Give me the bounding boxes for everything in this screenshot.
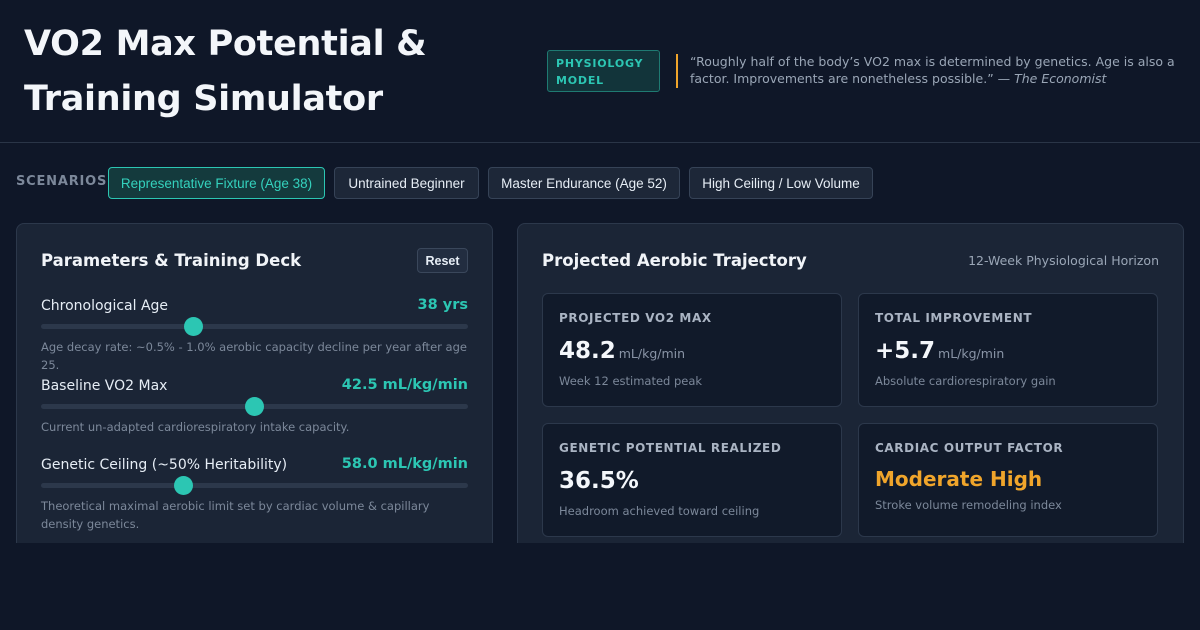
model-badge: PHYSIOLOGY MODEL (547, 50, 660, 92)
parameters-title: Parameters & Training Deck (41, 251, 302, 270)
scenario-beginner-button[interactable]: Untrained Beginner (334, 167, 479, 199)
param-baseline-label: Baseline VO2 Max (41, 378, 168, 394)
quote-accent-bar (676, 54, 678, 88)
trajectory-panel: Projected Aerobic Trajectory 12-Week Phy… (517, 223, 1184, 553)
stat-sub: Absolute cardiorespiratory gain (875, 374, 1056, 388)
quote-text: “Roughly half of the body’s VO2 max is d… (690, 53, 1180, 87)
stat-card-genetic-realized: GENETIC POTENTIAL REALIZED 36.5% Headroo… (542, 423, 842, 537)
stat-sub: Stroke volume remodeling index (875, 498, 1062, 512)
horizon-label: 12-Week Physiological Horizon (968, 253, 1159, 268)
page-footer-area (0, 543, 1200, 630)
param-genetic-label: Genetic Ceiling (~50% Heritability) (41, 457, 288, 473)
stat-label: GENETIC POTENTIAL REALIZED (559, 441, 782, 455)
stat-card-improvement: TOTAL IMPROVEMENT +5.7 mL/kg/min Absolute… (858, 293, 1158, 407)
page-title: VO2 Max Potential & Training Simulator (24, 24, 427, 119)
stat-number: +5.7 (875, 338, 936, 364)
trajectory-title: Projected Aerobic Trajectory (542, 251, 807, 270)
stat-value: +5.7 mL/kg/min (875, 338, 1004, 364)
header: VO2 Max Potential & Training Simulator P… (0, 0, 1200, 143)
age-slider-track[interactable] (41, 317, 468, 336)
baseline-slider-track[interactable] (41, 397, 468, 416)
quote-source: The Economist (1014, 71, 1107, 86)
stat-number: 36.5% (559, 468, 639, 494)
param-age-label: Chronological Age (41, 298, 169, 314)
stat-unit: mL/kg/min (618, 346, 686, 361)
stat-value: 48.2 mL/kg/min (559, 338, 685, 364)
scenario-representative-button[interactable]: Representative Fixture (Age 38) (108, 167, 325, 199)
baseline-slider-thumb[interactable] (245, 397, 264, 416)
stat-sub: Headroom achieved toward ceiling (559, 504, 760, 518)
stat-label: TOTAL IMPROVEMENT (875, 311, 1033, 325)
stat-number: 48.2 (559, 338, 616, 364)
param-baseline-value: 42.5 mL/kg/min (341, 377, 468, 393)
age-slider-thumb[interactable] (183, 317, 203, 336)
stat-value: Moderate High (875, 467, 1043, 491)
param-baseline-desc: Current un-adapted cardiorespiratory int… (41, 420, 350, 434)
param-age-value: 38 yrs (417, 297, 468, 313)
scenario-master-button[interactable]: Master Endurance (Age 52) (488, 167, 680, 199)
genetic-slider-thumb[interactable] (173, 476, 193, 495)
param-genetic-desc: Theoretical maximal aerobic limit set by… (41, 499, 430, 531)
param-age-desc: Age decay rate: ~0.5% - 1.0% aerobic cap… (41, 340, 467, 372)
stat-card-projected: PROJECTED VO2 MAX 48.2 mL/kg/min Week 12 … (542, 293, 842, 407)
stat-label: PROJECTED VO2 MAX (559, 311, 712, 325)
stat-unit: mL/kg/min (938, 346, 1005, 361)
stat-card-cardiac-output: CARDIAC OUTPUT FACTOR Moderate High Stro… (858, 423, 1158, 537)
quote-body: “Roughly half of the body’s VO2 max is d… (690, 54, 1175, 86)
parameters-panel: Parameters & Training Deck Reset Chronol… (16, 223, 493, 553)
genetic-slider-track[interactable] (41, 476, 468, 495)
reset-button[interactable]: Reset (417, 248, 468, 273)
stat-label: CARDIAC OUTPUT FACTOR (875, 441, 1064, 455)
scenario-high-ceiling-button[interactable]: High Ceiling / Low Volume (689, 167, 873, 199)
param-genetic-value: 58.0 mL/kg/min (341, 456, 468, 472)
scenarios-label: SCENARIOS: (16, 174, 114, 189)
stat-value: 36.5% (559, 468, 639, 494)
stat-sub: Week 12 estimated peak (559, 374, 703, 388)
